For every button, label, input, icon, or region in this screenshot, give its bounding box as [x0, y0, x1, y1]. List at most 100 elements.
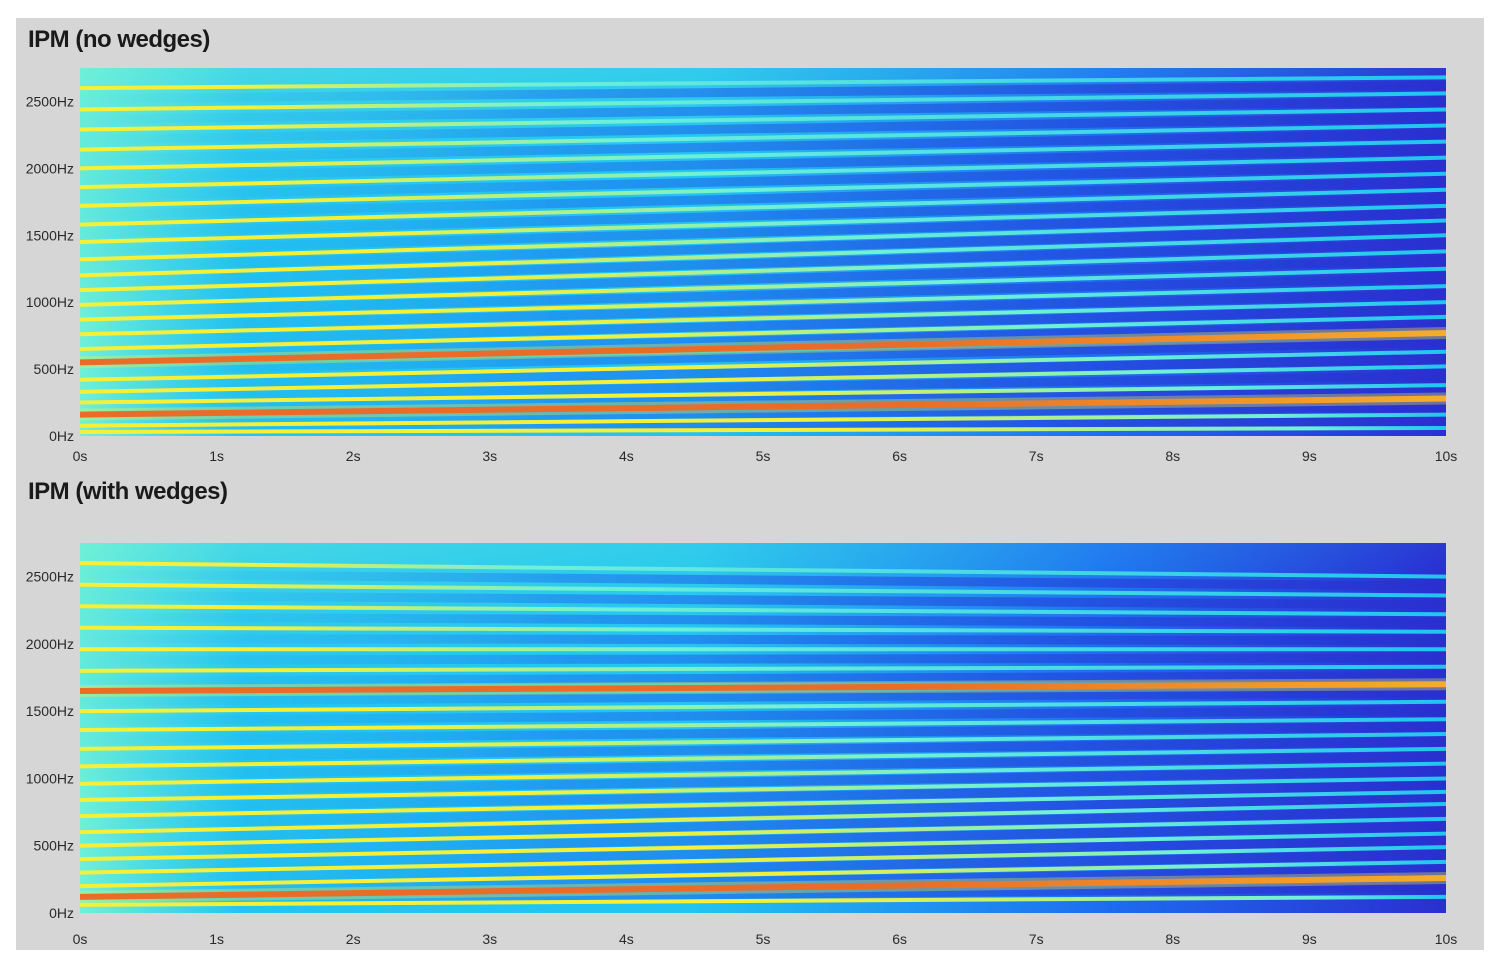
valley-band-top-10 [80, 272, 1446, 317]
partial-line-bottom-14 [80, 699, 1446, 714]
y-tick-label-bottom: 1000Hz [26, 770, 74, 786]
valley-band-top-4 [80, 371, 1446, 402]
x-tick-label-bottom: 1s [209, 931, 224, 947]
partial-line-top-21 [80, 107, 1446, 132]
partial-line-bottom-18 [80, 625, 1446, 634]
valley-band-bottom-18 [80, 612, 1446, 628]
valley-band-top-6 [80, 337, 1446, 376]
partial-line-top-6 [80, 349, 1446, 382]
valley-band-top-20 [80, 113, 1446, 145]
partial-line-bottom-3 [80, 859, 1446, 889]
partial-line-top-17 [80, 171, 1446, 208]
y-tick-label-bottom: 2000Hz [26, 636, 74, 652]
y-tick-label-top: 500Hz [34, 361, 74, 377]
valley-band-top-13 [80, 223, 1446, 272]
partial-line-top-22 [80, 91, 1446, 112]
partial-line-top-2 [80, 412, 1446, 428]
valley-band-top-19 [80, 129, 1446, 164]
partial-line-top-11 [80, 266, 1446, 307]
valley-band-top-1 [80, 416, 1446, 434]
x-tick-label-top: 0s [73, 448, 88, 464]
partial-line-bottom-13 [80, 717, 1446, 733]
valley-band-top-2 [80, 402, 1446, 425]
partial-line-top-23 [80, 75, 1446, 91]
x-tick-label-bottom: 5s [756, 931, 771, 947]
valley-band-bottom-2 [80, 865, 1446, 896]
y-tick-label-top: 1000Hz [26, 294, 74, 310]
y-tick-label-top: 1500Hz [26, 227, 74, 243]
partials-group-bottom [80, 561, 1446, 907]
x-tick-label-bottom: 0s [73, 931, 88, 947]
partial-line-top-8 [80, 314, 1446, 352]
valley-band-top-5 [80, 354, 1446, 391]
partial-glow-bottom-15 [80, 678, 1446, 697]
valley-band-bottom-10 [80, 751, 1446, 780]
x-tick-label-top: 3s [482, 448, 497, 464]
valley-band-bottom-13 [80, 706, 1446, 726]
x-tick-label-bottom: 10s [1435, 931, 1458, 947]
valley-band-top-7 [80, 320, 1446, 361]
x-tick-label-top: 6s [892, 448, 907, 464]
partial-line-bottom-4 [80, 845, 1446, 875]
partial-line-bottom-19 [80, 604, 1446, 617]
partial-line-bottom-11 [80, 746, 1446, 769]
valley-band-bottom-4 [80, 835, 1446, 871]
partial-line-bottom-15 [80, 681, 1446, 694]
valley-band-bottom-14 [80, 688, 1446, 706]
partial-line-top-19 [80, 139, 1446, 171]
figure-background: IPM (no wedges) 0Hz 500Hz 1000Hz 1500Hz 2000… [16, 18, 1484, 950]
partial-line-top-9 [80, 300, 1446, 337]
valley-band-bottom-1 [80, 882, 1446, 906]
y-tick-label-bottom: 1500Hz [26, 703, 74, 719]
partial-line-bottom-7 [80, 802, 1446, 835]
x-tick-label-bottom: 6s [892, 931, 907, 947]
valley-band-top-22 [80, 80, 1446, 104]
partial-line-bottom-16 [80, 664, 1446, 673]
y-tick-label-bottom: 2500Hz [26, 569, 74, 585]
valley-band-bottom-12 [80, 722, 1446, 744]
partial-line-bottom-21 [80, 561, 1446, 579]
x-tick-label-bottom: 7s [1029, 931, 1044, 947]
valley-band-bottom-9 [80, 766, 1446, 797]
y-tick-label-top: 2500Hz [26, 93, 74, 109]
x-tick-label-top: 4s [619, 448, 634, 464]
valley-band-bottom-15 [80, 671, 1446, 686]
partial-line-bottom-9 [80, 776, 1446, 802]
x-tick-label-top: 5s [756, 448, 771, 464]
valley-band-bottom-6 [80, 806, 1446, 844]
x-tick-label-bottom: 3s [482, 931, 497, 947]
x-tick-label-top: 2s [346, 448, 361, 464]
partial-line-bottom-10 [80, 761, 1446, 786]
valley-band-bottom-11 [80, 736, 1446, 763]
valley-band-bottom-5 [80, 821, 1446, 857]
partial-line-bottom-8 [80, 789, 1446, 819]
chart-title-top: IPM (no wedges) [28, 26, 210, 53]
partial-line-bottom-5 [80, 831, 1446, 862]
partial-glow-top-7 [80, 326, 1446, 369]
x-tick-label-bottom: 8s [1165, 931, 1180, 947]
valley-band-top-16 [80, 177, 1446, 220]
x-tick-label-bottom: 9s [1302, 931, 1317, 947]
x-tick-label-bottom: 2s [346, 931, 361, 947]
partial-line-bottom-12 [80, 732, 1446, 751]
valley-band-bottom-8 [80, 780, 1446, 813]
partial-line-bottom-2 [80, 875, 1446, 900]
valley-band-top-15 [80, 193, 1446, 238]
x-tick-label-top: 8s [1165, 448, 1180, 464]
partial-line-bottom-6 [80, 816, 1446, 848]
x-tick-label-bottom: 4s [619, 931, 634, 947]
partial-line-top-18 [80, 155, 1446, 190]
valley-band-top-17 [80, 161, 1446, 201]
y-tick-label-top: 2000Hz [26, 160, 74, 176]
valley-band-top-8 [80, 305, 1446, 347]
x-tick-label-top: 7s [1029, 448, 1044, 464]
partial-line-top-16 [80, 187, 1446, 227]
partial-line-top-20 [80, 123, 1446, 152]
partial-line-top-14 [80, 218, 1446, 262]
partial-line-bottom-1 [80, 894, 1446, 907]
partial-glow-bottom-2 [80, 872, 1446, 903]
spectrogram-bottom: 0Hz 500Hz 1000Hz 1500Hz 2000Hz 2500Hz 0s 1s 2s 3s… [26, 543, 1458, 947]
partial-line-top-5 [80, 364, 1446, 394]
valley-band-top-9 [80, 289, 1446, 332]
partial-line-bottom-20 [80, 582, 1446, 598]
